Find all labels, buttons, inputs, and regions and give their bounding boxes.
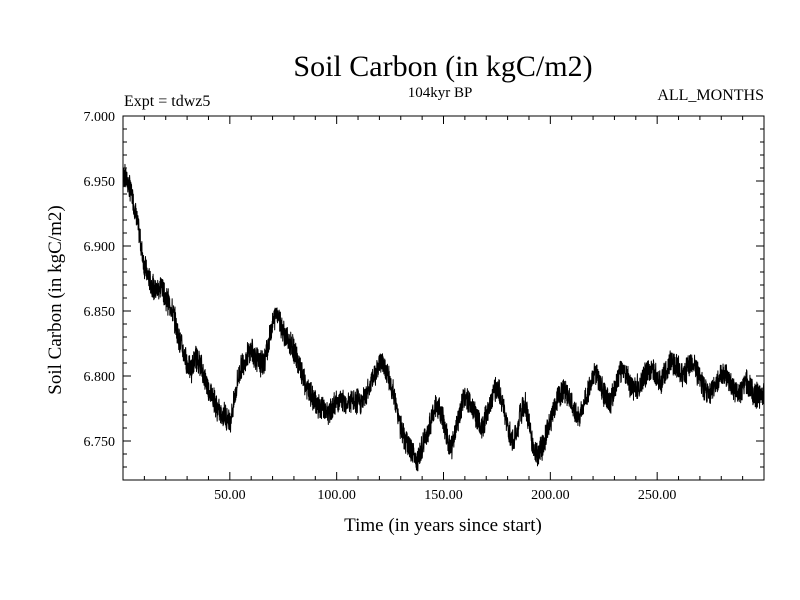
plot-frame — [122, 115, 765, 481]
months-label: ALL_MONTHS — [657, 87, 764, 104]
y-tick-label: 6.850 — [84, 305, 116, 320]
y-tick-label: 7.000 — [84, 110, 116, 125]
chart-subtitle: 104kyr BP — [408, 85, 473, 101]
x-tick-label: 100.00 — [317, 488, 356, 503]
x-tick-label: 150.00 — [424, 488, 463, 503]
x-tick-label: 50.00 — [214, 488, 246, 503]
x-axis-label: Time (in years since start) — [344, 515, 542, 536]
x-tick-label: 200.00 — [531, 488, 570, 503]
axis-ticks: 50.00 100.00 150.00 200.00 250.00 6.750 6.800 6… — [84, 110, 764, 503]
experiment-label: Expt = tdwz5 — [124, 93, 210, 110]
data-series — [122, 163, 765, 472]
chart-title: Soil Carbon (in kgC/m2) — [293, 50, 592, 83]
x-tick-label: 250.00 — [638, 488, 677, 503]
y-axis-label: Soil Carbon (in kgC/m2) — [45, 205, 66, 394]
y-tick-label: 6.800 — [84, 370, 116, 385]
y-tick-label: 6.900 — [84, 240, 116, 255]
y-tick-label: 6.750 — [84, 435, 116, 450]
y-tick-label: 6.950 — [84, 175, 116, 190]
soil-carbon-line — [122, 163, 765, 472]
